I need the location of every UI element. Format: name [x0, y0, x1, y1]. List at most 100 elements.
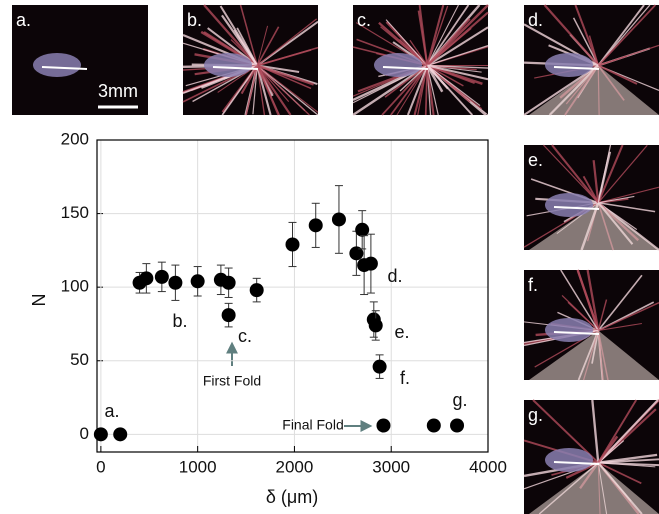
photo-streak: [551, 144, 600, 204]
photo-streak: [572, 17, 599, 66]
photo-streak: [591, 399, 600, 463]
photo-streak: [221, 65, 258, 116]
y-tick-label: 0: [80, 424, 89, 443]
annotation: b.: [172, 311, 187, 331]
x-tick-label: 2000: [276, 457, 314, 476]
photo-streak: [413, 65, 429, 116]
photo-panel: a.: [12, 5, 148, 115]
photo-streak: [426, 64, 464, 87]
photo-streak: [560, 269, 599, 331]
photo-streak: [256, 64, 315, 86]
photo-streak: [245, 65, 259, 116]
photo-streak: [597, 64, 638, 85]
y-tick-label: 150: [61, 203, 89, 222]
annotation: a.: [104, 401, 119, 421]
photo-streak: [256, 64, 292, 116]
photo-streak: [381, 64, 428, 116]
photo-streak: [597, 144, 624, 204]
photo-streak: [239, 4, 258, 66]
photo-streak: [426, 18, 471, 67]
photo-streak: [426, 64, 475, 84]
photo-streak: [574, 4, 600, 66]
photo-streak: [378, 21, 429, 67]
photo-streak: [256, 65, 272, 116]
photo-streak: [256, 65, 280, 116]
photo-panel: d.: [523, 4, 659, 116]
photo-streak: [597, 299, 608, 331]
data-point: [355, 222, 370, 237]
photo-streak: [598, 195, 635, 204]
photo-panel: e.: [523, 144, 659, 251]
photo-streak: [597, 435, 619, 464]
photo-streak: [597, 144, 648, 204]
x-tick-label: 4000: [469, 457, 507, 476]
y-tick-label: 100: [61, 277, 89, 296]
photo-rod: [553, 461, 600, 465]
x-axis-label: δ (μm): [266, 487, 318, 507]
photo-streak: [542, 144, 599, 204]
photo-streak: [256, 26, 280, 66]
annotation: First Fold: [203, 373, 261, 389]
photo-spray: [529, 330, 659, 380]
photo-streak: [426, 65, 481, 106]
photo-streak: [597, 144, 612, 203]
photo-streak: [406, 65, 429, 116]
data-point: [154, 269, 169, 284]
photo-streak: [592, 160, 600, 203]
photo-streak: [203, 4, 259, 67]
photo-streak: [233, 29, 258, 66]
photo-streak: [576, 269, 600, 331]
photo-panel: b.: [182, 4, 319, 116]
photo-streak: [390, 64, 428, 116]
photo-panel: g.: [523, 399, 659, 514]
y-tick-label: 200: [61, 129, 89, 148]
photo-streak: [426, 4, 459, 66]
photo-streak: [256, 65, 319, 113]
photo-streak: [396, 65, 428, 116]
photo-streak: [385, 19, 428, 66]
photo-streak: [240, 64, 259, 95]
photo-device: [545, 53, 593, 77]
photo-rod: [41, 66, 88, 70]
photo-streak: [426, 64, 449, 90]
data-point: [221, 275, 236, 290]
panel-label: f.: [528, 275, 538, 295]
photo-spray: [529, 462, 659, 514]
data-point: [426, 418, 441, 433]
data-point: [139, 271, 154, 286]
photo-streak: [256, 25, 269, 66]
photo-streak: [598, 55, 628, 67]
data-point: [368, 318, 383, 333]
annotation: e.: [394, 322, 409, 342]
panel-label: b.: [187, 10, 202, 30]
y-axis-label: N: [29, 294, 49, 307]
data-point: [331, 212, 346, 227]
data-point: [285, 237, 300, 252]
panel-label: a.: [16, 10, 31, 30]
photo-streak: [426, 65, 435, 116]
photo-streak: [427, 44, 489, 67]
photo-streak: [598, 202, 656, 213]
data-point: [372, 359, 387, 374]
annotation: g.: [452, 390, 467, 410]
photo-streak: [532, 399, 599, 464]
data-point: [349, 246, 364, 261]
photo-streak: [597, 440, 625, 464]
photo-spray: [529, 202, 659, 250]
photo-device: [545, 193, 593, 217]
photo-streak: [597, 301, 659, 332]
photo-streak: [598, 186, 659, 204]
data-point: [363, 256, 378, 271]
photo-device: [545, 448, 593, 472]
photo-device: [374, 53, 422, 77]
photo-streak: [424, 65, 429, 116]
photo-spray: [529, 65, 659, 115]
photo-rod: [382, 66, 429, 70]
annotation: Final Fold: [282, 417, 343, 433]
photo-streak: [598, 322, 642, 332]
photo-streak: [417, 10, 429, 66]
photo-streak: [257, 46, 319, 67]
photo-streak: [217, 65, 258, 93]
photo-streak: [597, 399, 659, 464]
